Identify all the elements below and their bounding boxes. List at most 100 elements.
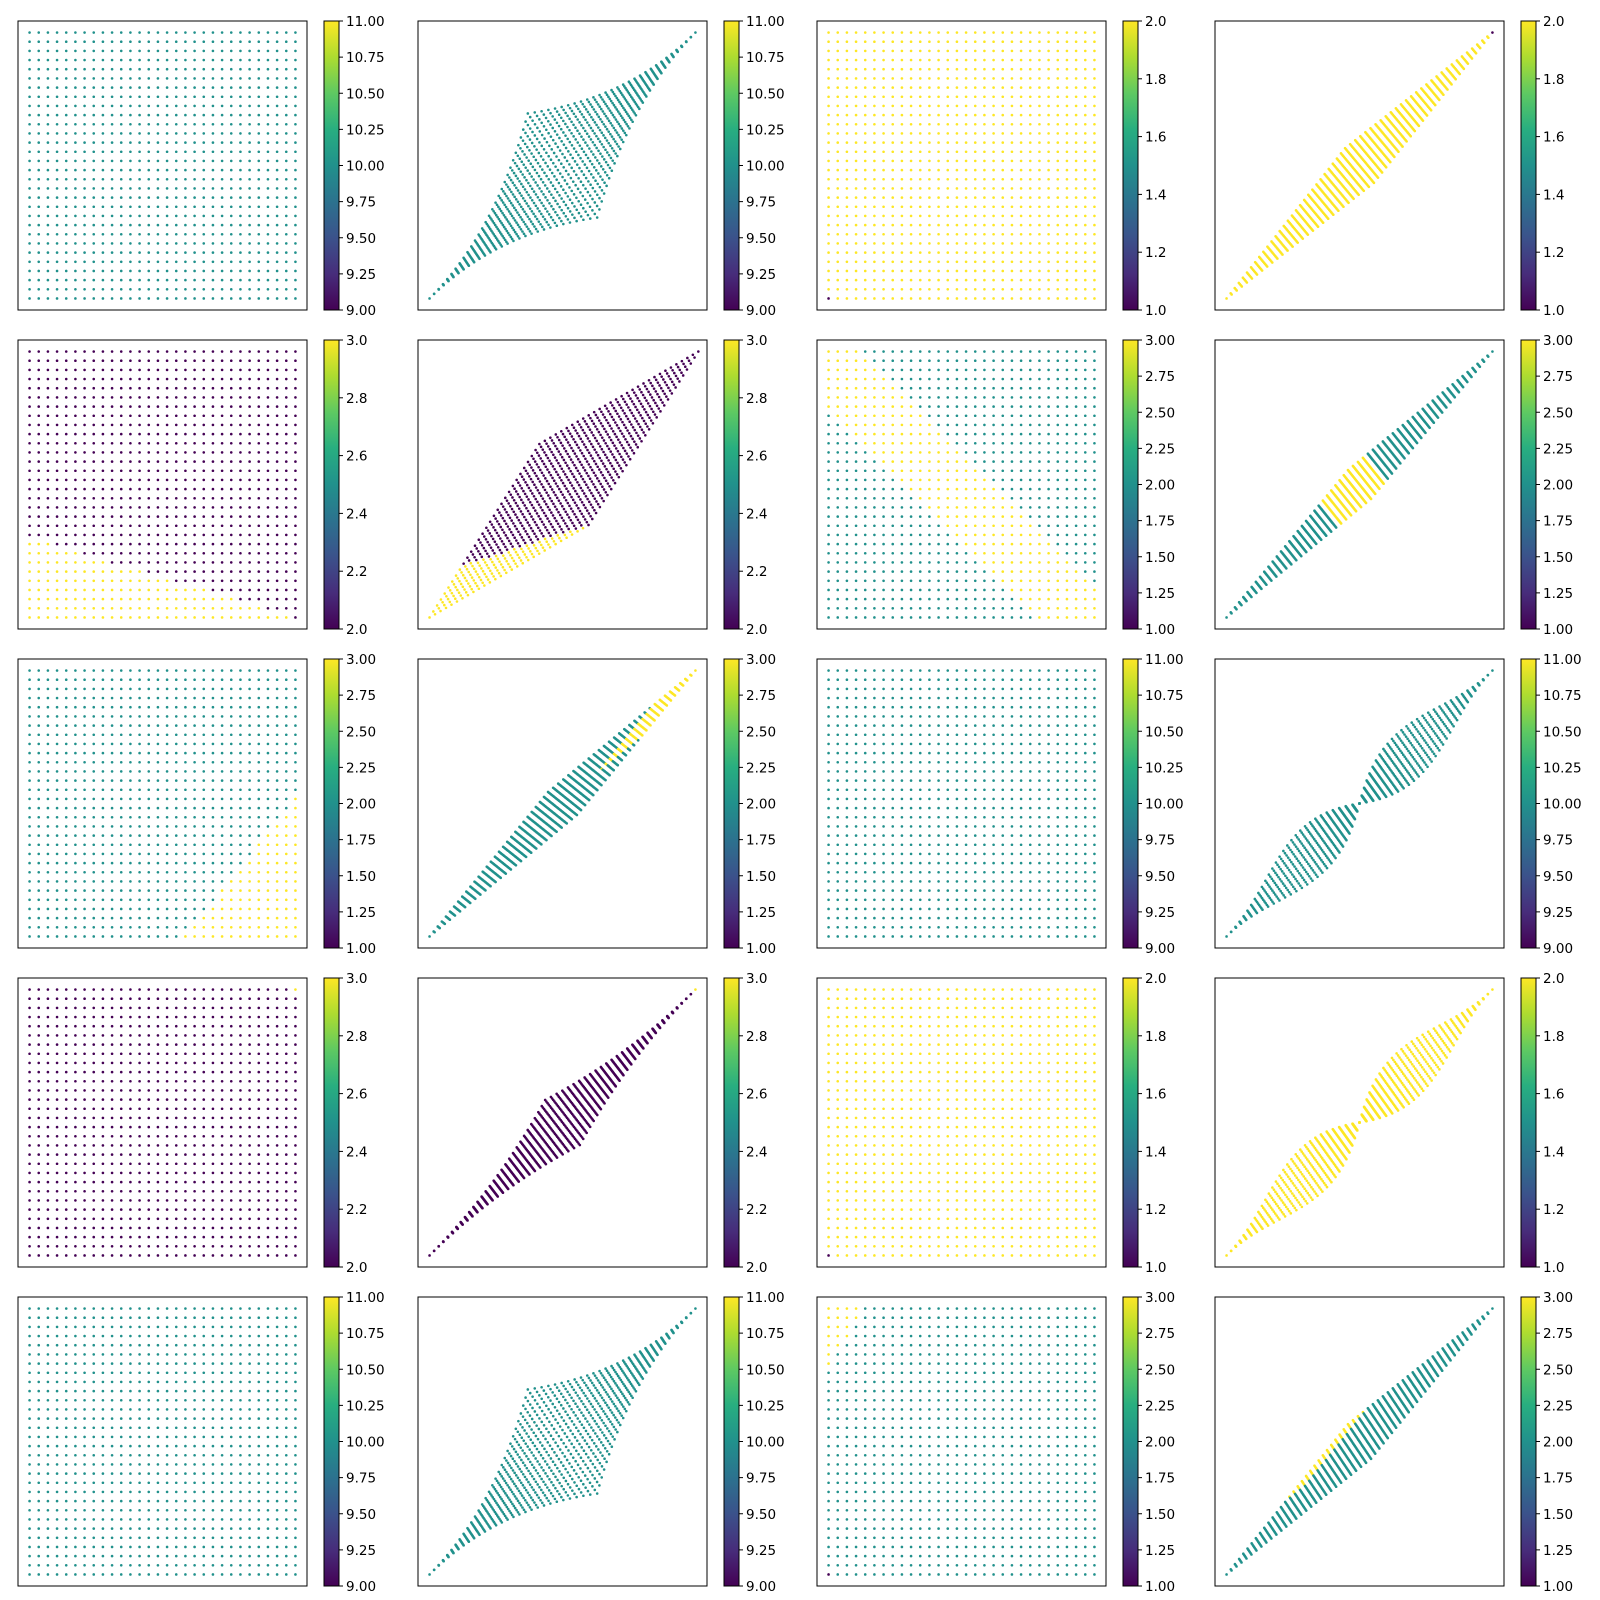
scatter-point <box>101 132 105 135</box>
scatter-point <box>165 67 169 71</box>
scatter-point <box>83 533 86 537</box>
scatter-point <box>1362 189 1366 193</box>
scatter-point <box>110 441 114 445</box>
scatter-point <box>1038 260 1041 264</box>
scatter-point <box>549 181 553 184</box>
scatter-point <box>521 501 525 504</box>
scatter-point <box>193 269 196 273</box>
scatter-point <box>827 31 830 34</box>
scatter-point <box>532 155 536 159</box>
scatter-point <box>46 478 50 482</box>
scatter-point <box>28 168 31 172</box>
scatter-point <box>202 214 206 218</box>
scatter-point <box>202 177 206 181</box>
scatter-point <box>973 269 977 273</box>
scatter-point <box>955 232 959 236</box>
scatter-point <box>516 492 520 496</box>
scatter-point <box>1470 57 1474 60</box>
scatter-point <box>1074 58 1078 62</box>
scatter-point <box>909 132 913 135</box>
scatter-point <box>284 141 288 144</box>
scatter-point <box>992 40 995 44</box>
scatter-point <box>1047 67 1050 71</box>
scatter-point <box>138 386 141 390</box>
scatter-point <box>900 187 904 190</box>
scatter-point <box>266 58 270 62</box>
scatter-point <box>873 113 876 117</box>
scatter-point <box>138 260 141 264</box>
scatter-point <box>568 140 572 144</box>
scatter-point <box>928 269 931 273</box>
scatter-point <box>156 597 160 601</box>
scatter-point <box>147 187 151 190</box>
scatter-point <box>266 242 270 245</box>
scatter-point <box>1454 77 1457 81</box>
scatter-point <box>1337 209 1340 213</box>
scatter-point <box>202 478 206 482</box>
scatter-point <box>863 205 867 209</box>
scatter-point <box>74 588 77 592</box>
scatter-point <box>1065 86 1069 89</box>
scatter-point <box>294 441 297 445</box>
scatter-point <box>900 49 904 53</box>
scatter-point <box>1276 257 1279 260</box>
scatter-point <box>1306 233 1310 236</box>
scatter-point <box>918 104 922 108</box>
scatter-point <box>554 444 557 448</box>
scatter-point <box>1028 269 1032 273</box>
scatter-point <box>202 141 206 144</box>
scatter-point <box>174 269 178 273</box>
scatter-point <box>165 460 169 463</box>
scatter-point <box>28 150 31 154</box>
scatter-point <box>928 113 931 117</box>
scatter-point <box>1065 269 1069 273</box>
scatter-point <box>64 542 68 546</box>
scatter-point <box>542 228 546 231</box>
scatter-point <box>266 132 270 135</box>
scatter-point <box>284 405 288 408</box>
scatter-point <box>1028 104 1032 108</box>
scatter-point <box>836 49 840 53</box>
scatter-point <box>511 204 515 207</box>
scatter-point <box>1260 269 1264 272</box>
scatter-point <box>1083 242 1087 245</box>
scatter-point <box>156 141 160 144</box>
scatter-point <box>507 210 511 213</box>
scatter-point <box>174 460 178 463</box>
scatter-point <box>275 386 279 390</box>
scatter-point <box>946 86 950 89</box>
scatter-point <box>266 616 270 619</box>
scatter-point <box>500 233 503 236</box>
scatter-point <box>110 297 114 300</box>
scatter-point <box>55 278 59 282</box>
scatter-point <box>211 570 215 573</box>
scatter-point <box>1083 205 1087 209</box>
scatter-point <box>535 137 539 141</box>
scatter-point <box>211 95 215 99</box>
scatter-point <box>973 297 977 300</box>
scatter-point <box>37 77 41 80</box>
scatter-point <box>1065 31 1069 34</box>
scatter-point <box>536 161 540 165</box>
scatter-point <box>558 194 561 197</box>
scatter-point <box>499 563 503 566</box>
scatter-point <box>147 58 151 62</box>
scatter-point <box>275 597 279 601</box>
scatter-point <box>119 278 123 282</box>
scatter-point <box>854 196 858 199</box>
scatter-point <box>541 180 545 184</box>
scatter-point <box>900 196 904 199</box>
scatter-point <box>184 159 187 163</box>
scatter-point <box>600 200 604 203</box>
scatter-point <box>193 478 196 482</box>
scatter-point <box>487 566 490 570</box>
scatter-point <box>469 573 472 577</box>
scatter-point <box>37 232 41 236</box>
scatter-point <box>581 160 584 163</box>
scatter-point <box>46 414 50 418</box>
scatter-point <box>582 138 585 141</box>
scatter-point <box>483 561 487 564</box>
scatter-point <box>211 414 215 418</box>
scatter-point <box>604 160 608 164</box>
scatter-point <box>587 169 591 173</box>
